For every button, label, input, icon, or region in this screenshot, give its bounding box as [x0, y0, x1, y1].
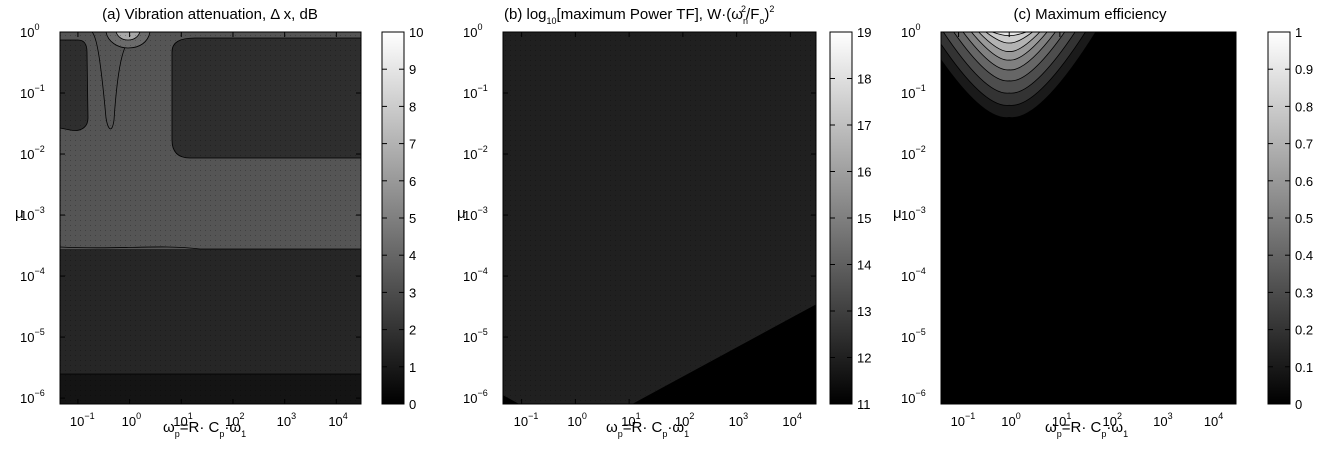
y-tick-label: 10−2: [20, 144, 45, 162]
y-tick-label: 10−1: [463, 83, 488, 101]
colorbar-tick-label: 15: [857, 211, 871, 226]
colorbar-tick-label: 0.2: [1295, 323, 1313, 338]
panel-a-colorbar-ticks: 0 1 2 3 4 5 6 7 8 9 10: [382, 25, 423, 412]
panel-a: (a) Vibration attenuation, Δ x, dB 10−1 1…: [15, 6, 423, 439]
colorbar-tick-label: 16: [857, 165, 871, 180]
colorbar-tick-label: 0: [409, 397, 416, 412]
colorbar-tick-label: 10: [409, 25, 423, 40]
x-tick-label: 10−1: [951, 411, 976, 429]
x-tick-label: 100: [567, 411, 586, 429]
panel-b-frame: [502, 31, 817, 405]
panel-b-ylabel: μ: [457, 205, 466, 222]
y-tick-label: 10−3: [463, 205, 488, 223]
colorbar-tick-label: 17: [857, 118, 871, 133]
panel-a-mesh: [60, 32, 361, 404]
panel-c-xlabel: ωp=R· Cp·ω1: [1045, 419, 1128, 439]
y-tick-label: 10−3: [901, 205, 926, 223]
x-tick-label: 104: [1204, 411, 1223, 429]
panel-b: (b) log10[maximum Power TF], W·(ωn2/Fo)2…: [457, 4, 871, 439]
colorbar-tick-label: 1: [409, 360, 416, 375]
colorbar-tick-label: 14: [857, 258, 871, 273]
x-tick-label: 103: [1153, 411, 1172, 429]
x-tick-label: 100: [1001, 411, 1020, 429]
colorbar-tick-label: 5: [409, 211, 416, 226]
panel-b-colorbar-ticks: 11 12 13 14 15 16 17 18 19: [830, 25, 871, 412]
colorbar-tick-label: 2: [409, 323, 416, 338]
y-tick-label: 10−4: [901, 266, 926, 284]
y-tick-label: 10−5: [463, 327, 488, 345]
x-tick-label: 10−1: [70, 411, 95, 429]
panel-c-frame: [940, 31, 1237, 405]
colorbar-tick-label: 1: [1295, 25, 1302, 40]
colorbar-tick-label: 12: [857, 351, 871, 366]
panel-c: (c) Maximum efficiency 10−1 100 101 102 103 1…: [893, 6, 1313, 439]
svg-text:ωp=R· Cp·ω1: ωp=R· Cp·ω1: [1045, 419, 1128, 439]
y-tick-label: 10−4: [463, 266, 488, 284]
panel-b-mesh: [503, 32, 816, 404]
colorbar-tick-label: 0.9: [1295, 62, 1313, 77]
y-tick-label: 10−3: [20, 205, 45, 223]
colorbar-tick-label: 0.4: [1295, 248, 1313, 263]
panel-c-colorbar-ticks: 0 0.1 0.2 0.3 0.4 0.5 0.6 0.7 0.8 0.9 1: [1268, 25, 1313, 412]
panel-a-ylabel: μ: [15, 205, 24, 222]
colorbar-tick-label: 0.3: [1295, 285, 1313, 300]
y-tick-label: 10−1: [20, 83, 45, 101]
x-tick-label: 104: [328, 411, 347, 429]
svg-text:ωp=R· Cp·ω1: ωp=R· Cp·ω1: [606, 419, 689, 439]
colorbar-tick-label: 0.7: [1295, 137, 1313, 152]
colorbar-tick-label: 0.5: [1295, 211, 1313, 226]
colorbar-tick-label: 7: [409, 137, 416, 152]
x-tick-label: 103: [277, 411, 296, 429]
colorbar-tick-label: 0.1: [1295, 360, 1313, 375]
x-tick-label: 10−1: [514, 411, 539, 429]
y-tick-label: 10−1: [901, 83, 926, 101]
panel-c-title: (c) Maximum efficiency: [1013, 6, 1167, 23]
colorbar-tick-label: 3: [409, 285, 416, 300]
panel-c-ylabel: μ: [893, 205, 902, 222]
contour-band-0.8: [985, 32, 1034, 44]
y-tick-label: 10−5: [901, 327, 926, 345]
x-tick-label: 104: [782, 411, 801, 429]
y-tick-label: 10−5: [20, 327, 45, 345]
panel-a-xlabel: ωp=R· Cp·ω1: [163, 419, 246, 439]
colorbar-tick-label: 8: [409, 99, 416, 114]
y-tick-label: 10−2: [901, 144, 926, 162]
colorbar-tick-label: 0.6: [1295, 174, 1313, 189]
panel-a-title: (a) Vibration attenuation, Δ x, dB: [102, 6, 318, 23]
y-tick-label: 10−6: [20, 388, 45, 406]
panel-b-title: (b) log10[maximum Power TF], W·(ωn2/Fo)2: [504, 4, 774, 26]
colorbar-tick-label: 0: [1295, 397, 1302, 412]
colorbar-tick-label: 0.8: [1295, 99, 1313, 114]
x-tick-label: 103: [729, 411, 748, 429]
colorbar-tick-label: 4: [409, 248, 416, 263]
y-tick-label: 100: [463, 22, 482, 40]
y-tick-label: 10−2: [463, 144, 488, 162]
colorbar-tick-label: 19: [857, 25, 871, 40]
panel-a-frame: [59, 31, 362, 405]
svg-text:ωp=R· Cp·ω1: ωp=R· Cp·ω1: [163, 419, 246, 439]
y-tick-label: 100: [20, 22, 39, 40]
panel-c-contours: [941, 32, 1236, 404]
y-tick-label: 10−6: [463, 388, 488, 406]
colorbar-tick-label: 9: [409, 62, 416, 77]
x-tick-label: 100: [122, 411, 141, 429]
colorbar-tick-label: 13: [857, 304, 871, 319]
y-tick-label: 100: [901, 22, 920, 40]
panel-a-contours: [60, 32, 361, 404]
colorbar-tick-label: 11: [857, 397, 871, 412]
panel-b-xlabel: ωp=R· Cp·ω1: [606, 419, 689, 439]
colorbar-tick-label: 6: [409, 174, 416, 189]
y-tick-label: 10−4: [20, 266, 45, 284]
y-tick-label: 10−6: [901, 388, 926, 406]
colorbar-tick-label: 18: [857, 72, 871, 87]
